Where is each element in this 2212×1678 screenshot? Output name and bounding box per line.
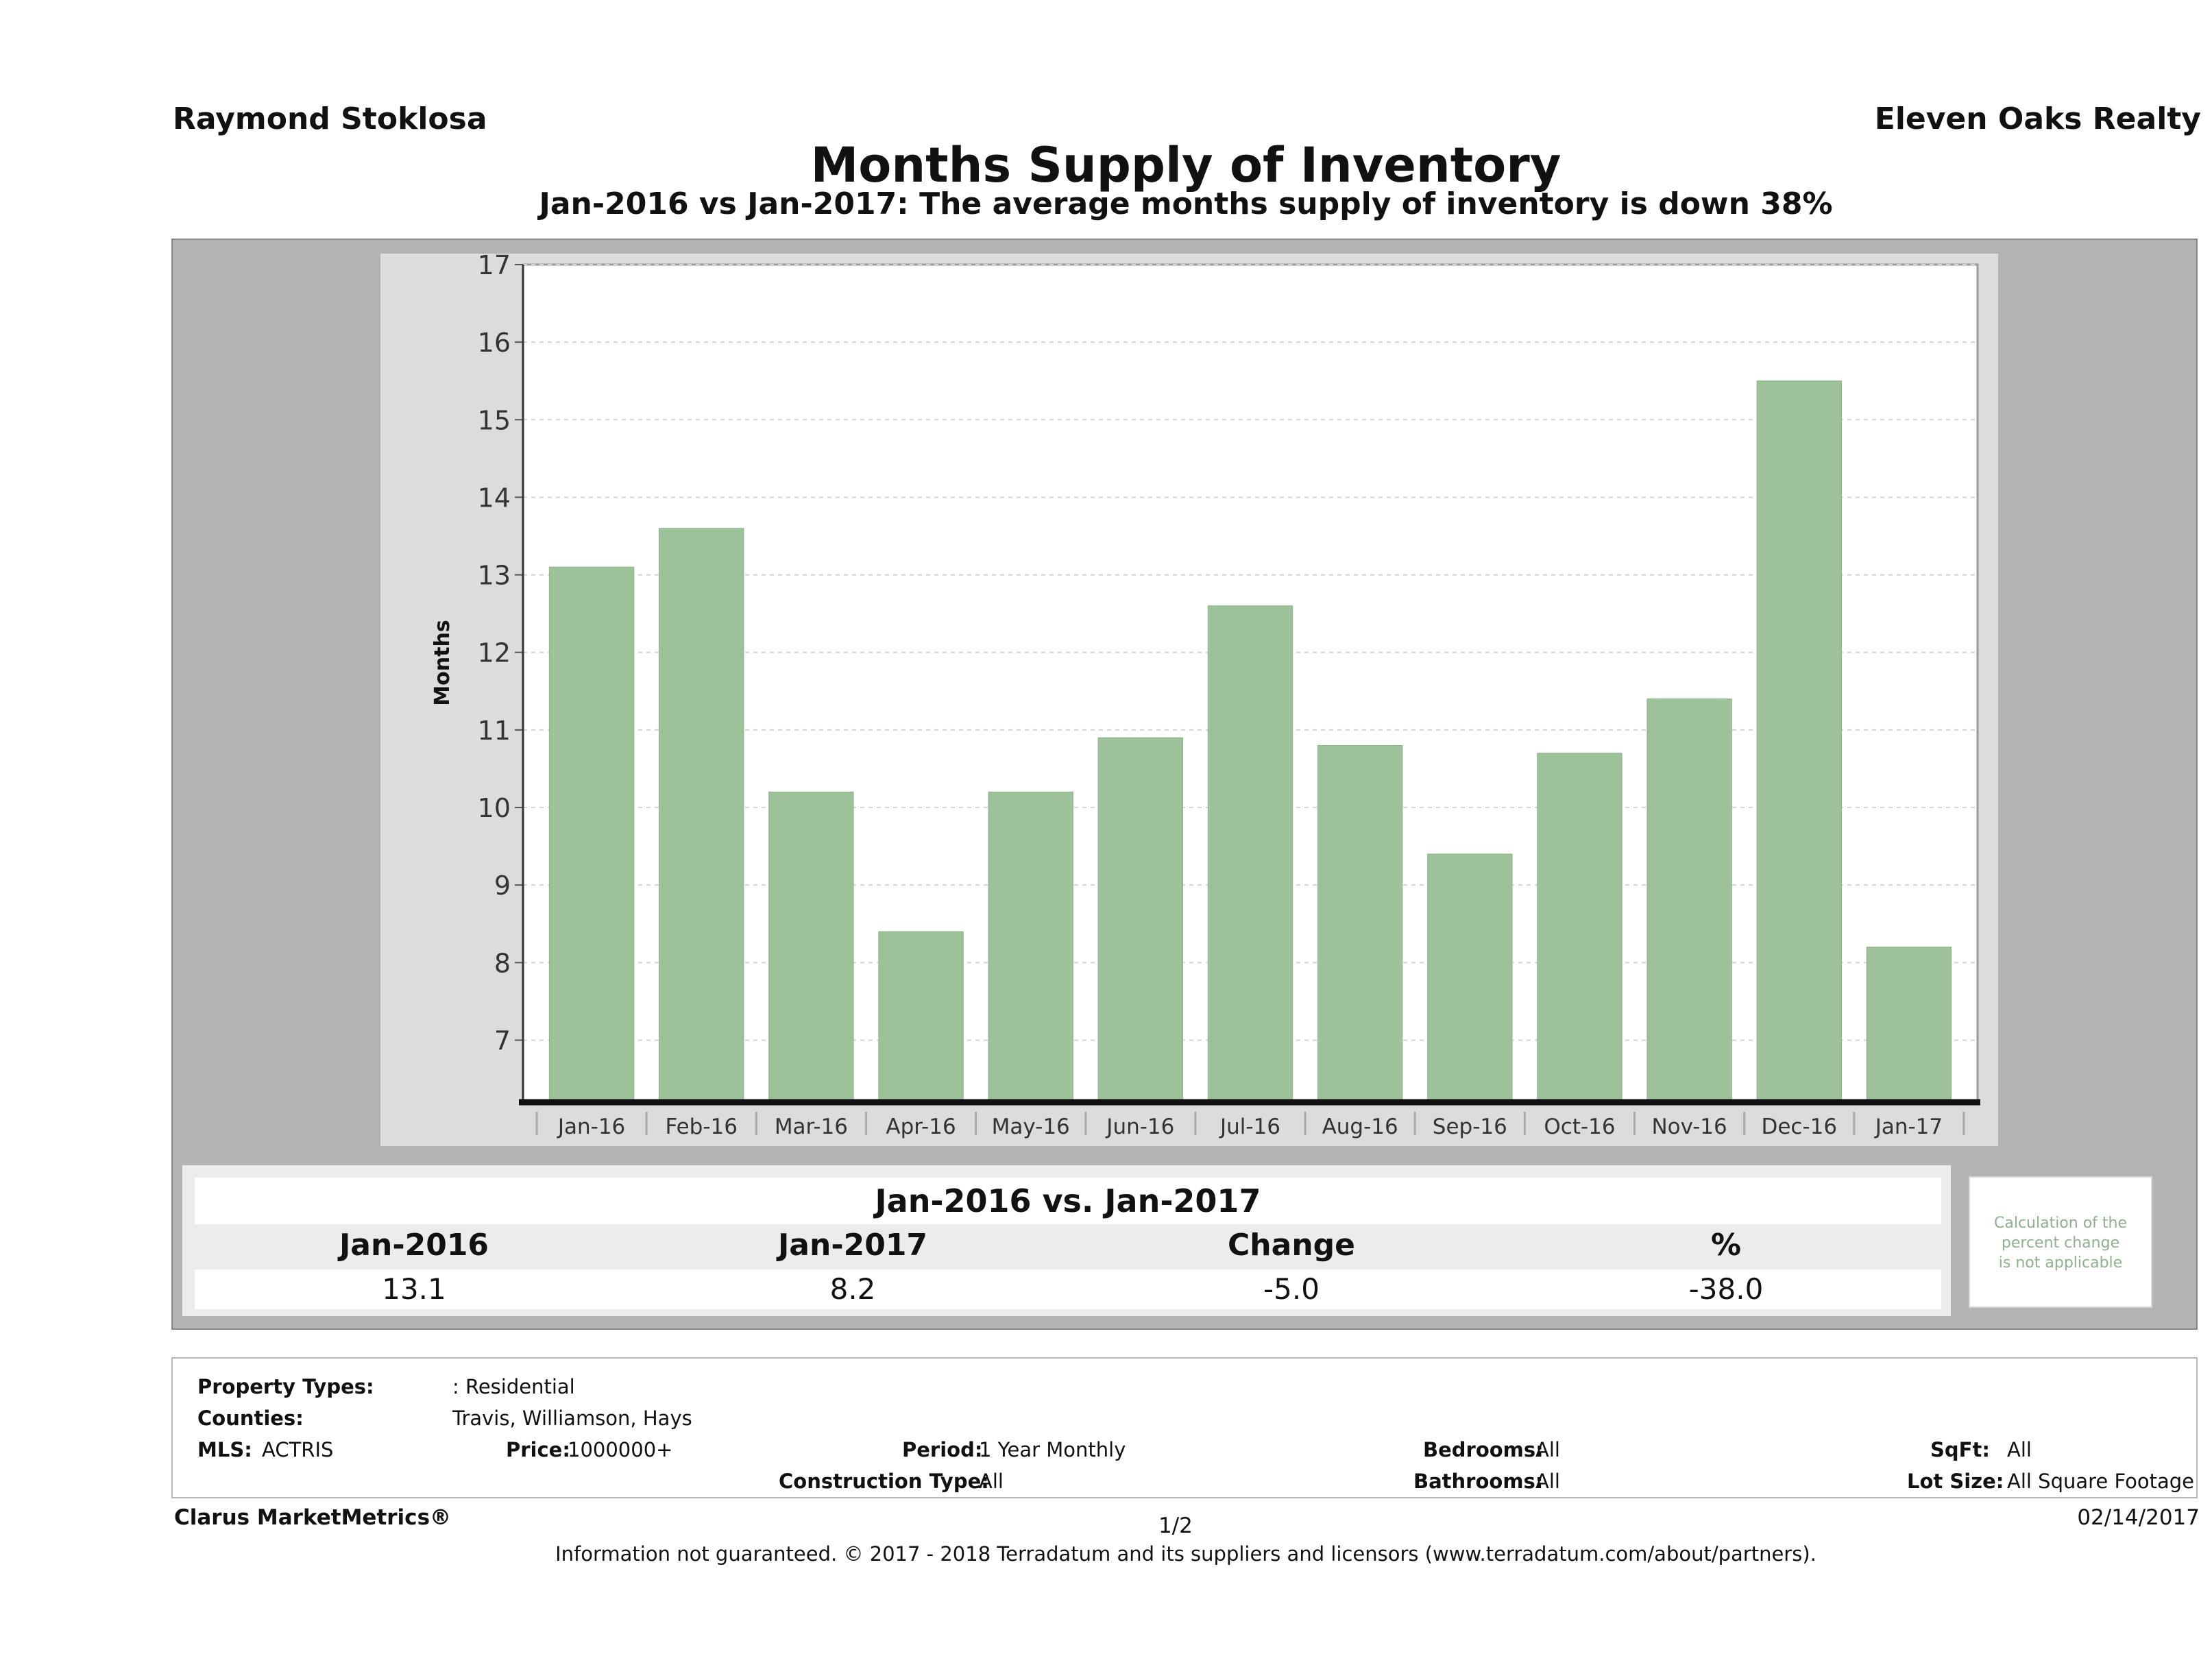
bar [1646,698,1732,1103]
lot-size-label: Lot Size: [1907,1470,2004,1493]
y-tick-label: 8 [494,948,511,978]
bar [1537,753,1622,1103]
x-tick-label: Aug-16 [1322,1115,1398,1139]
summary-value-jan2016: 13.1 [382,1272,446,1306]
summary-header-jan2017: Jan-2017 [777,1228,928,1263]
mls-value: ACTRIS [262,1438,334,1461]
bathrooms-label: Bathrooms: [1413,1470,1544,1493]
sqft-label: SqFt: [1930,1438,1990,1461]
y-tick-label: 9 [494,871,511,901]
y-axis-label: Months [430,620,454,705]
lot-size-value: All Square Footage [2007,1470,2195,1493]
summary-value-change: -5.0 [1263,1272,1320,1306]
y-tick-label: 15 [478,405,511,435]
x-tick-label: Nov-16 [1651,1115,1727,1139]
x-tick-label: Sep-16 [1433,1115,1507,1139]
disclaimer: Information not guaranteed. © 2017 - 201… [555,1542,1816,1566]
period-value: 1 Year Monthly [979,1438,1126,1461]
property-types-value: : Residential [452,1375,575,1398]
chart-title: Months Supply of Inventory [810,137,1561,193]
summary-header-percent: % [1710,1228,1742,1263]
bar [1427,853,1513,1103]
counties-value: Travis, Williamson, Hays [452,1407,692,1430]
bar [659,528,744,1103]
bedrooms-label: Bedrooms: [1423,1438,1544,1461]
x-tick-label: Dec-16 [1761,1115,1837,1139]
x-tick-label: Mar-16 [775,1115,848,1139]
y-tick-label: 16 [478,328,511,358]
period-label: Period: [902,1438,983,1461]
company-name: Eleven Oaks Realty [1874,101,2201,136]
agent-name: Raymond Stoklosa [173,101,487,136]
note-line: is not applicable [1998,1254,2123,1272]
bar [1756,380,1842,1103]
summary-value-jan2017: 8.2 [829,1272,876,1306]
bar-chart: 7 8 9 10 11 12 13 14 15 16 17 Jan-16 Feb-16 Mar-16 Ap… [430,254,1980,1139]
x-tick-label: Jan-16 [557,1115,625,1139]
x-tick-label: May-16 [992,1115,1070,1139]
y-tick-label: 11 [478,716,511,746]
summary-values-row [195,1269,1941,1309]
filter-criteria-panel [171,1357,2198,1498]
x-tick-label: Apr-16 [886,1115,956,1139]
price-value: 1000000+ [568,1438,673,1461]
summary-header-change: Change [1228,1228,1355,1263]
footer-brand: Clarus MarketMetrics® [174,1505,452,1530]
y-tick-label: 14 [478,483,511,513]
bar [1866,947,1952,1103]
chart-subtitle: Jan-2016 vs Jan-2017: The average months… [539,186,1833,221]
y-tick-label: 13 [478,561,511,591]
bar [1317,745,1403,1103]
property-types-label: Property Types: [197,1375,374,1398]
bar [1207,605,1293,1103]
y-tick-label: 12 [478,638,511,668]
y-tick-label: 17 [478,254,511,280]
note-line: Calculation of the [1993,1215,2128,1232]
report-date: 02/14/2017 [2077,1505,2200,1530]
counties-label: Counties: [197,1407,304,1430]
summary-header-jan2016: Jan-2016 [339,1228,489,1263]
x-tick-label: Jul-16 [1219,1115,1280,1139]
summary-value-percent: -38.0 [1688,1272,1764,1306]
bedrooms-value: All [1535,1438,1560,1461]
summary-title: Jan-2016 vs. Jan-2017 [195,1178,1941,1224]
y-tick-label: 10 [478,793,511,823]
mls-label: MLS: [197,1438,252,1461]
bar [768,791,854,1103]
x-tick-label: Feb-16 [665,1115,738,1139]
construction-type-value: All [979,1470,1004,1493]
construction-type-label: Construction Type: [779,1470,989,1493]
bar [1097,737,1184,1103]
page-number: 1/2 [1158,1513,1193,1538]
x-tick-label: Jan-17 [1874,1115,1943,1139]
y-tick-label: 7 [494,1025,511,1056]
x-tick-label: Jun-16 [1105,1115,1174,1139]
percent-change-note: Calculation of the percent change is not… [1969,1176,2152,1308]
bar [988,791,1073,1103]
bar [548,566,635,1103]
bathrooms-value: All [1535,1470,1560,1493]
x-tick-label: Oct-16 [1544,1115,1615,1139]
note-line: percent change [2001,1235,2120,1252]
price-label: Price: [506,1438,570,1461]
sqft-value: All [2007,1438,2032,1461]
bar [878,931,964,1103]
